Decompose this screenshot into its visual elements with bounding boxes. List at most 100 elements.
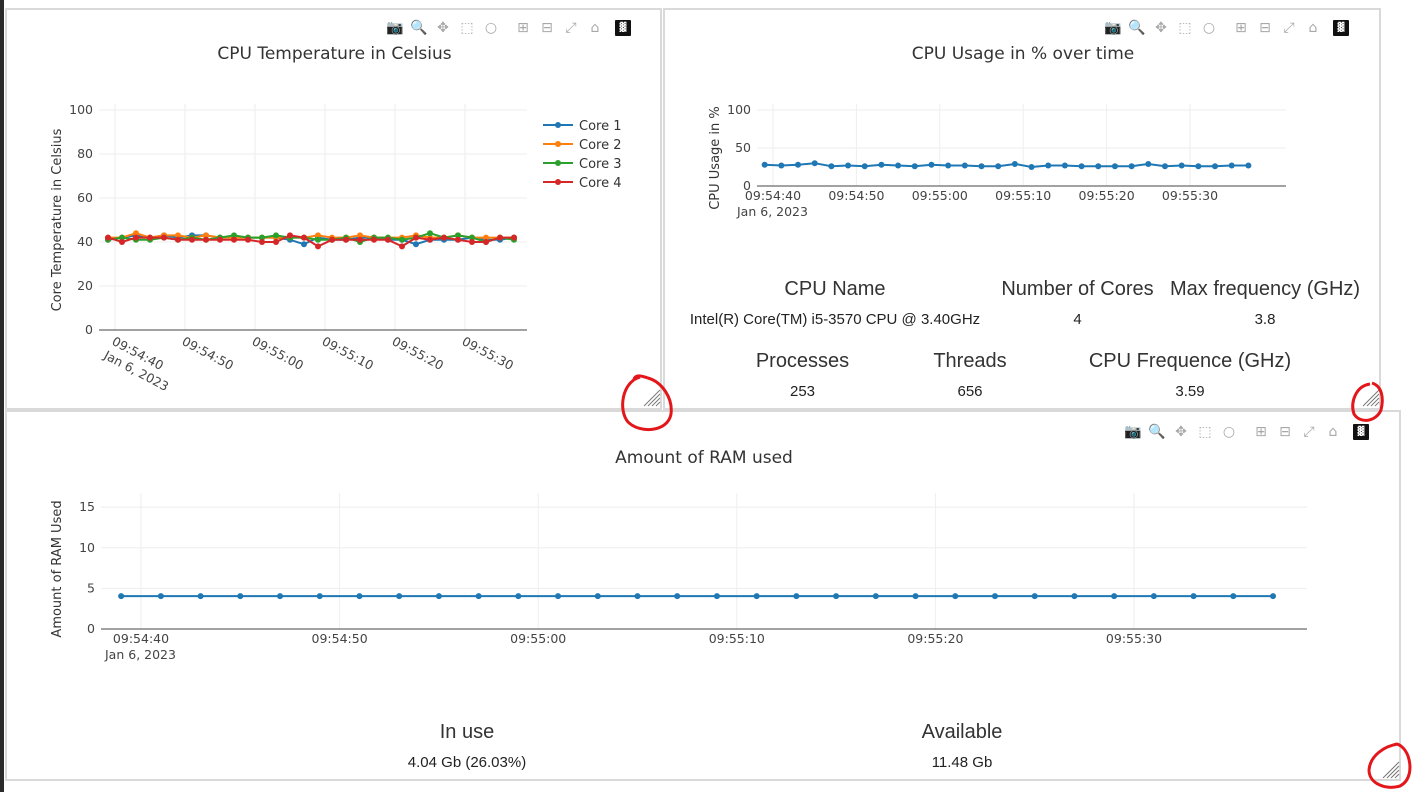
reset-axes-icon[interactable]: ⌂ (590, 20, 600, 36)
threads-value: 656 (957, 383, 983, 400)
data-point (315, 243, 321, 250)
data-point (161, 234, 167, 241)
y-axis-title: Amount of RAM Used (50, 500, 65, 637)
in-use-label: In use (439, 721, 495, 743)
box-select-icon[interactable]: ⬚ (1178, 20, 1192, 36)
data-point (237, 593, 244, 600)
modebar: 📷 🔍 ✥ ⬚ ○ ⊞ ⊟ ⤢ ⌂ ▓ (1123, 422, 1369, 442)
data-point (455, 232, 461, 239)
lasso-icon[interactable]: ○ (484, 20, 498, 36)
data-point (861, 163, 868, 170)
pan-icon[interactable]: ✥ (1175, 424, 1187, 440)
data-point (878, 161, 885, 168)
legend-marker (555, 122, 561, 128)
data-point (1111, 163, 1118, 170)
data-point (385, 236, 391, 243)
data-point (895, 162, 902, 169)
y-tick-label: 0 (85, 322, 93, 337)
data-point (469, 239, 475, 245)
zoom-in-icon[interactable]: ⊞ (1255, 424, 1267, 440)
data-point (343, 236, 349, 243)
data-point (301, 234, 307, 241)
data-point (357, 236, 363, 243)
zoom-out-icon[interactable]: ⊟ (1259, 20, 1271, 36)
data-point (828, 163, 835, 170)
lasso-icon[interactable]: ○ (1202, 20, 1216, 36)
y-tick-label: 10 (79, 540, 95, 555)
y-tick-label: 60 (77, 190, 93, 205)
data-point (674, 593, 681, 600)
data-point (301, 241, 307, 248)
autoscale-icon[interactable]: ⤢ (1303, 424, 1315, 440)
plotly-logo-icon[interactable]: ▓ (615, 20, 631, 36)
data-point (197, 593, 204, 600)
data-point (399, 236, 405, 243)
reset-axes-icon[interactable]: ⌂ (1328, 424, 1338, 440)
zoom-icon[interactable]: 🔍 (1148, 424, 1166, 440)
data-point (1071, 593, 1078, 600)
data-point (316, 593, 323, 600)
box-select-icon[interactable]: ⬚ (1198, 424, 1212, 440)
autoscale-icon[interactable]: ⤢ (565, 20, 577, 36)
zoom-icon[interactable]: 🔍 (1128, 20, 1146, 36)
data-point (245, 236, 251, 243)
cpu-frequency-value: 3.59 (1175, 383, 1205, 400)
data-point (483, 234, 489, 241)
zoom-out-icon[interactable]: ⊟ (541, 20, 553, 36)
data-point (329, 236, 335, 243)
data-point (1230, 593, 1237, 600)
data-point (761, 161, 768, 168)
legend-item: Core 4 (579, 176, 622, 191)
data-point (483, 239, 489, 245)
plotly-logo-icon[interactable]: ▓ (1333, 20, 1349, 36)
camera-icon[interactable]: 📷 (386, 20, 404, 36)
zoom-icon[interactable]: 🔍 (410, 20, 428, 36)
zoom-in-icon[interactable]: ⊞ (1235, 20, 1247, 36)
data-point (952, 593, 959, 600)
data-point (778, 162, 785, 169)
x-tick-label: 09:54:50 (828, 188, 884, 203)
x-tick-label: 09:55:00 (912, 188, 968, 203)
y-tick-label: 50 (735, 140, 751, 155)
data-point (259, 239, 265, 245)
data-point (872, 593, 879, 600)
zoom-out-icon[interactable]: ⊟ (1279, 424, 1291, 440)
data-point (511, 234, 517, 241)
zoom-in-icon[interactable]: ⊞ (517, 20, 529, 36)
data-point (793, 593, 800, 600)
data-point (753, 593, 760, 600)
plotly-logo-icon[interactable]: ▓ (1353, 424, 1369, 440)
data-point (157, 593, 164, 600)
in-use-value: 4.04 Gb (26.03%) (407, 754, 527, 771)
reset-axes-icon[interactable]: ⌂ (1308, 20, 1318, 36)
data-point (713, 593, 720, 600)
x-tick-label: 09:55:30 (1106, 631, 1162, 646)
data-point (634, 593, 641, 600)
data-point (515, 593, 522, 600)
camera-icon[interactable]: 📷 (1124, 424, 1142, 440)
data-point (1111, 593, 1118, 600)
cores-value: 4 (1073, 311, 1082, 328)
data-point (1028, 164, 1035, 170)
pan-icon[interactable]: ✥ (437, 20, 449, 36)
data-point (995, 163, 1002, 170)
camera-icon[interactable]: 📷 (1104, 20, 1122, 36)
box-select-icon[interactable]: ⬚ (460, 20, 474, 36)
lasso-icon[interactable]: ○ (1222, 424, 1236, 440)
chart-title: Amount of RAM used (615, 448, 793, 468)
data-point (795, 161, 802, 168)
data-point (399, 243, 405, 250)
modebar: 📷 🔍 ✥ ⬚ ○ ⊞ ⊟ ⤢ ⌂ ▓ (1103, 18, 1349, 38)
x-tick-label: 09:55:20 (390, 333, 447, 373)
data-point (273, 239, 279, 245)
data-point (175, 232, 181, 239)
data-point (833, 593, 840, 600)
pan-icon[interactable]: ✥ (1155, 20, 1167, 36)
data-point (147, 234, 153, 241)
data-point (1061, 162, 1068, 169)
legend-item: Core 2 (579, 138, 622, 153)
autoscale-icon[interactable]: ⤢ (1283, 20, 1295, 36)
